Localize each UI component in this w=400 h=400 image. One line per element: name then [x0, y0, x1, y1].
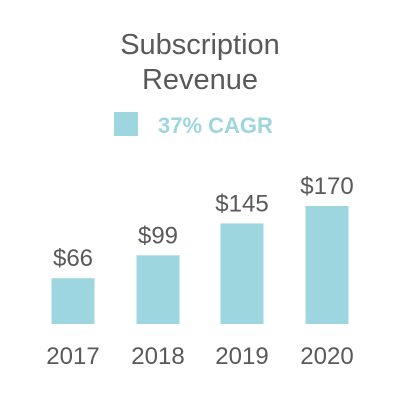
chart-title: Subscription Revenue: [120, 29, 280, 96]
x-tick-2018: 2018: [131, 343, 184, 370]
chart-title-line-1: Subscription: [120, 29, 280, 61]
bar-2020: [305, 206, 349, 324]
chart-title-line-2: Revenue: [142, 64, 258, 96]
x-tick-2020: 2020: [300, 343, 353, 370]
bar-2017: [51, 278, 95, 324]
bar-2018: [136, 255, 180, 324]
data-label-2019: $145: [215, 190, 268, 217]
bar-2019: [220, 223, 264, 324]
data-label-2020: $170: [300, 173, 353, 200]
bars-group: [51, 206, 349, 324]
data-labels-group: $66 $99 $145 $170: [53, 173, 354, 272]
legend-swatch: [114, 112, 138, 136]
legend: 37% CAGR: [114, 112, 273, 138]
x-tick-2017: 2017: [46, 343, 99, 370]
data-label-2017: $66: [53, 245, 93, 272]
legend-label: 37% CAGR: [158, 113, 273, 138]
x-axis-tick-labels: 2017 2018 2019 2020: [46, 343, 353, 370]
x-tick-2019: 2019: [215, 343, 268, 370]
data-label-2018: $99: [138, 222, 178, 249]
